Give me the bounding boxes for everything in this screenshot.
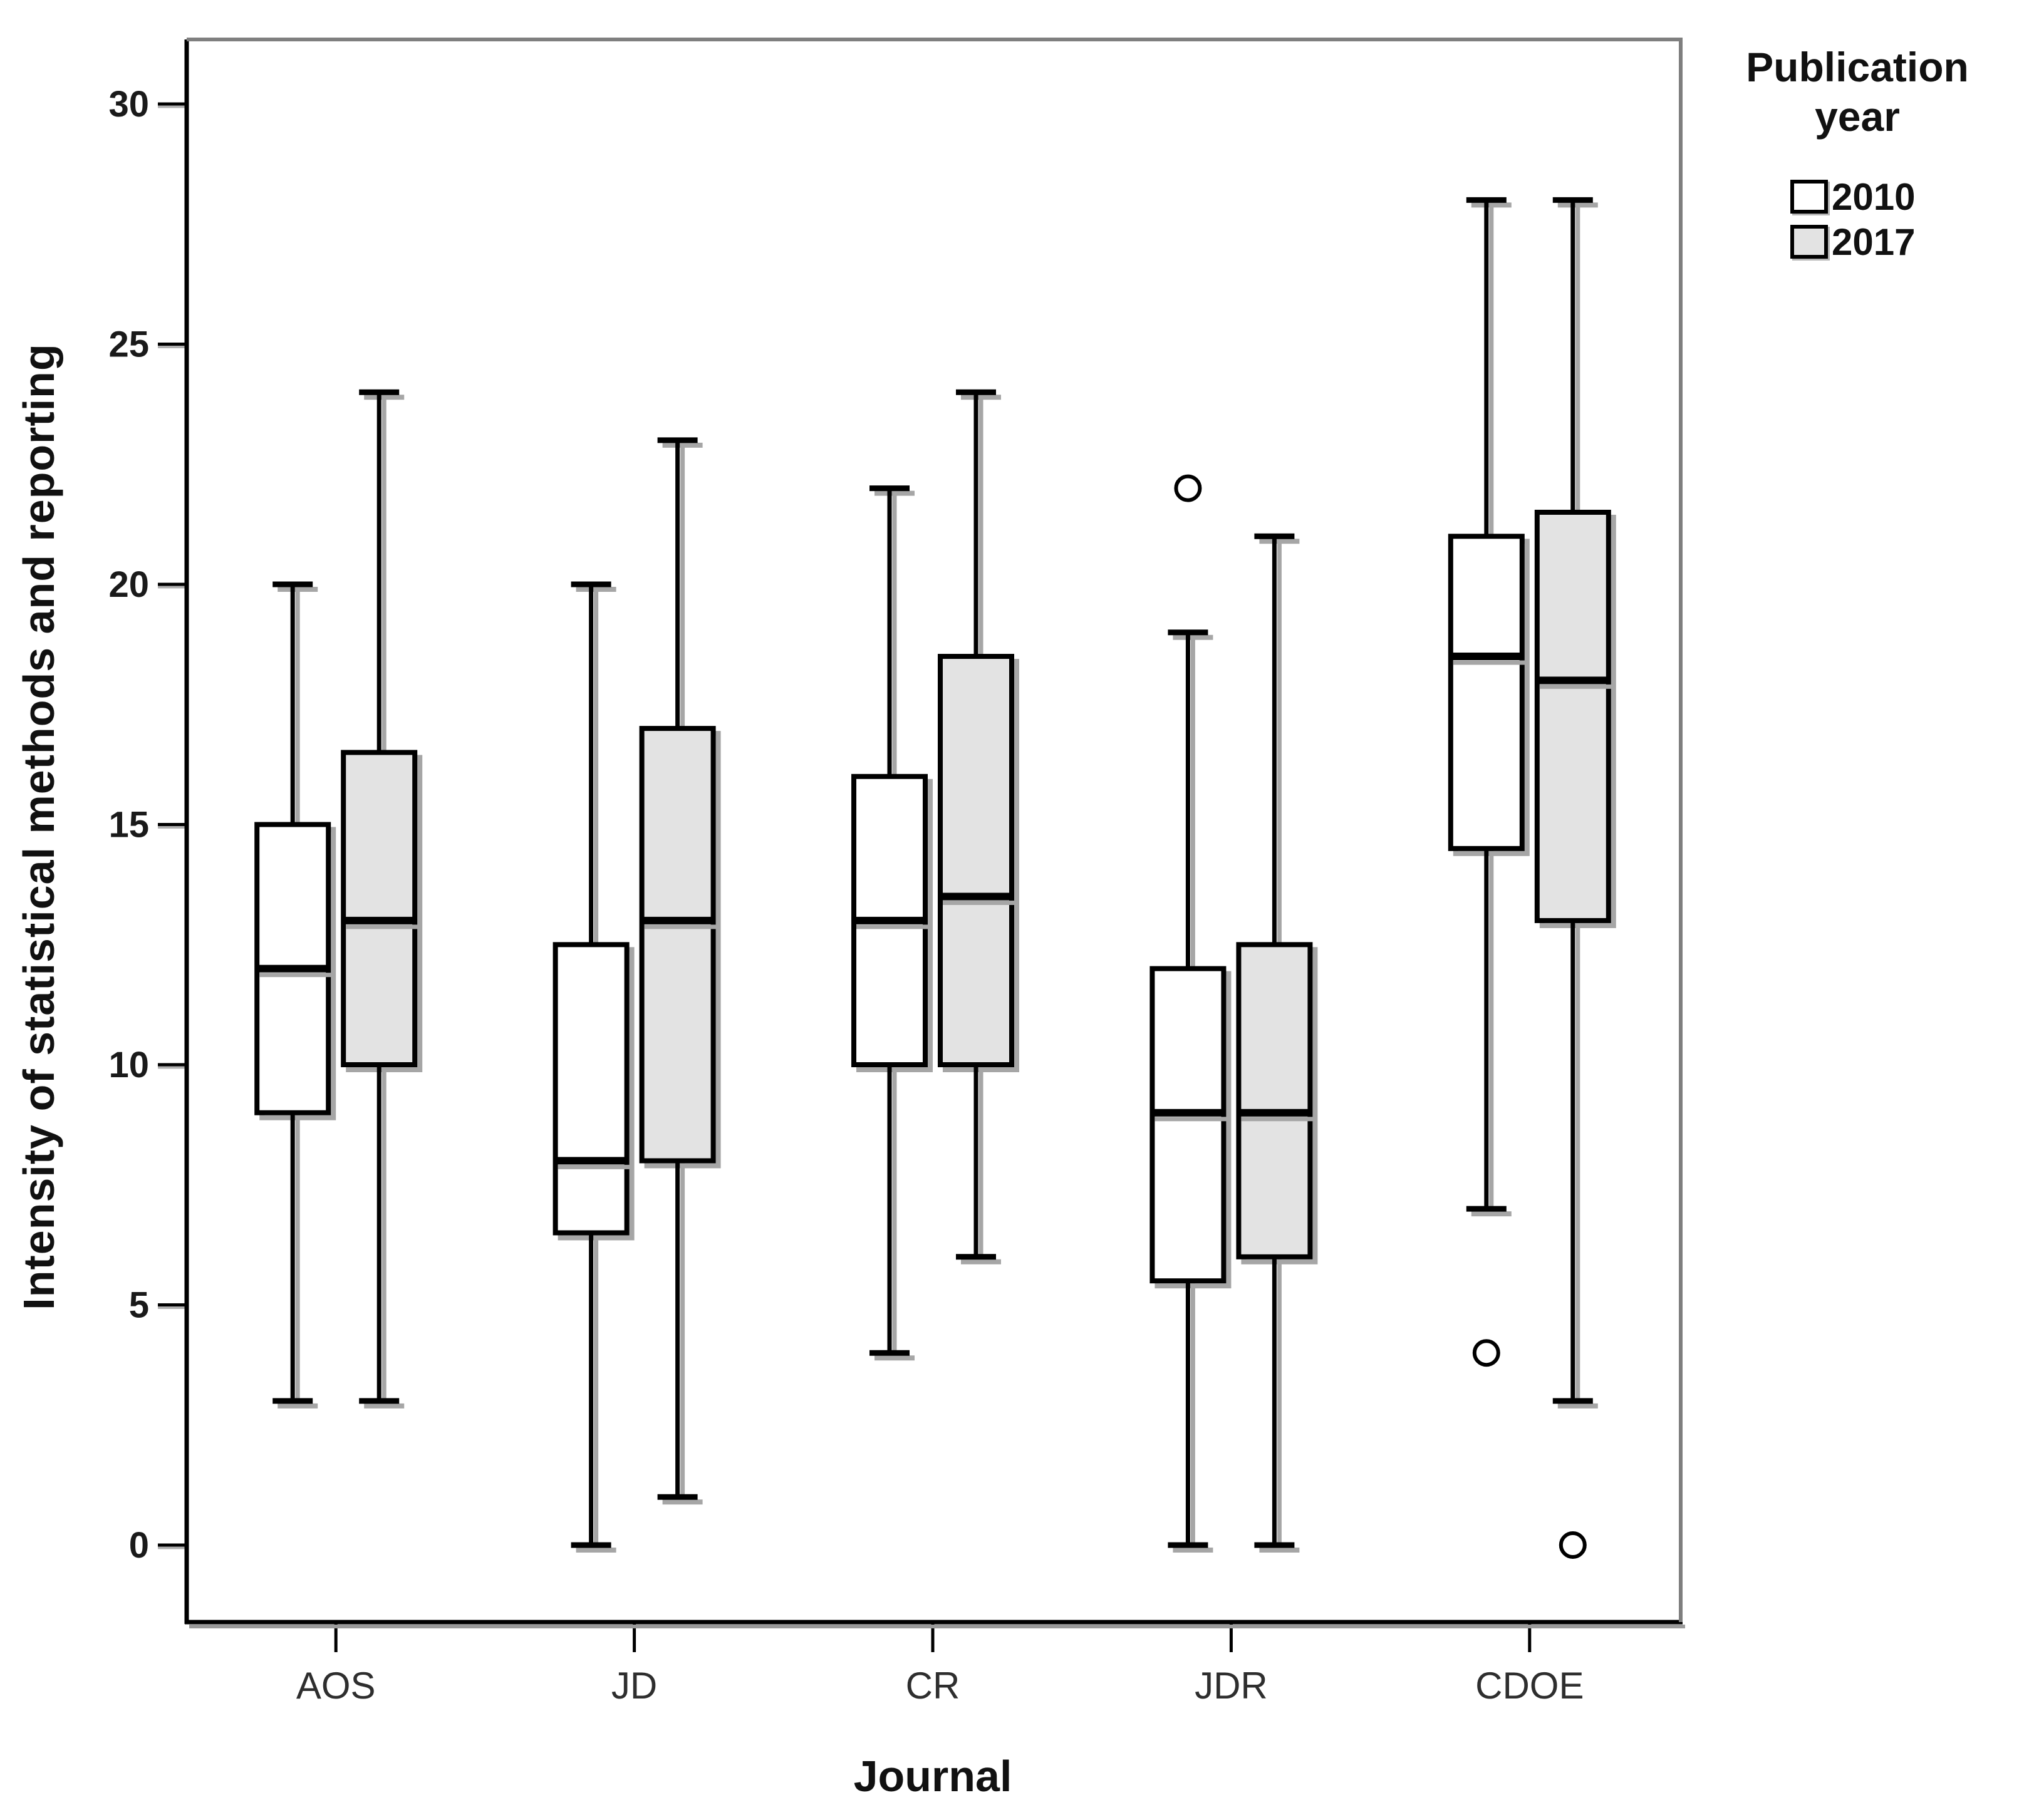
box-JD-2010 <box>553 942 630 1236</box>
category-label: CDOE <box>1475 1665 1584 1707</box>
legend-title: Publication year <box>1710 43 2005 142</box>
y-axis-title: Intensity of statistical methods and rep… <box>14 343 63 1310</box>
y-tick-label: 5 <box>129 1285 149 1326</box>
legend-label-2017: 2017 <box>1832 220 1916 263</box>
category-label: CR <box>906 1665 960 1707</box>
category-label: JD <box>611 1665 657 1707</box>
legend-swatch-2010-icon <box>1790 180 1828 214</box>
legend-title-line1: Publication <box>1746 44 1969 90</box>
y-tick-label: 15 <box>108 805 149 845</box>
x-axis-title: Journal <box>853 1752 1012 1801</box>
outlier-CDOE-2010 <box>1472 1339 1500 1367</box>
category-label: AOS <box>296 1665 376 1707</box>
legend-item-2017: 2017 <box>1790 219 2005 264</box>
legend-title-line2: year <box>1815 93 1900 140</box>
category-label: JDR <box>1195 1665 1268 1707</box>
y-tick-label: 30 <box>108 84 149 125</box>
box-CR-2017 <box>938 654 1014 1068</box>
legend-items: 2010 2017 <box>1710 174 2005 264</box>
box-JD-2017 <box>639 726 716 1164</box>
legend-label-2010: 2010 <box>1832 175 1916 218</box>
y-tick-label: 25 <box>108 324 149 365</box>
box-CDOE-2017 <box>1534 509 1611 923</box>
outlier-CDOE-2017 <box>1559 1531 1587 1559</box>
box-JDR-2017 <box>1236 942 1313 1259</box>
box-JDR-2010 <box>1149 966 1227 1284</box>
y-tick-label: 20 <box>108 564 149 605</box>
y-tick-label: 10 <box>108 1045 149 1085</box>
y-tick-label: 0 <box>129 1525 149 1566</box>
box-CDOE-2010 <box>1448 534 1525 851</box>
legend-item-2010: 2010 <box>1790 174 2005 219</box>
legend-swatch-2017-icon <box>1790 225 1828 259</box>
box-AOS-2017 <box>341 750 418 1067</box>
legend: Publication year 2010 2017 <box>1710 43 2005 264</box>
outlier-JDR-2010 <box>1174 474 1202 502</box>
